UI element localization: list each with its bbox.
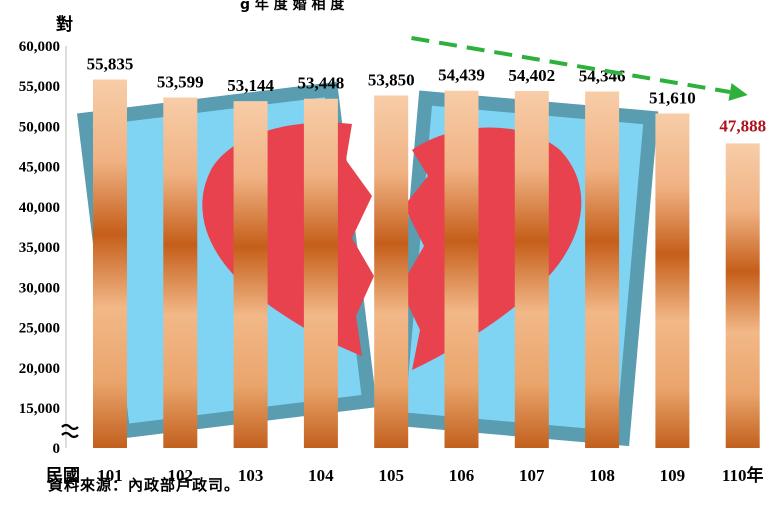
x-axis-prefix: 民國 (46, 466, 80, 486)
x-tick-label: 101 (97, 466, 123, 485)
y-tick-label: 55,000 (19, 79, 60, 95)
y-tick-label: 45,000 (19, 160, 60, 176)
y-tick-label: 30,000 (19, 280, 60, 296)
data-label: 54,402 (508, 66, 555, 85)
data-label: 53,144 (227, 76, 274, 95)
bar (93, 79, 127, 448)
bar (725, 143, 760, 448)
x-tick-label: 104 (308, 466, 334, 485)
x-tick-label: 108 (589, 466, 615, 485)
y-tick-label: 35,000 (19, 240, 60, 256)
bar (163, 97, 198, 448)
value-labels-group: 55,835 53,599 53,144 53,448 53,850 54,439 54,4… (87, 55, 766, 136)
trend-arrow-head (728, 83, 748, 101)
data-label: 53,599 (157, 72, 204, 91)
data-label: 55,835 (87, 55, 134, 74)
x-tick-label: 106 (449, 466, 475, 485)
x-tick-label: 107 (519, 466, 545, 485)
bar (303, 98, 338, 448)
y-tick-label: 40,000 (19, 200, 60, 216)
bar (655, 113, 690, 448)
bar (444, 90, 479, 448)
data-label: 53,850 (368, 70, 415, 89)
chart-title-cut: g 年 度 婚 相 度 (240, 0, 345, 13)
data-label: 51,610 (649, 88, 696, 107)
trend-arrow (411, 36, 748, 101)
y-tick-label: 25,000 (19, 321, 60, 337)
source-note: 資料來源：內政部戶政司。 (48, 476, 241, 494)
x-tick-label: 110年 (722, 465, 764, 485)
trend-arrow-line (411, 36, 731, 94)
y-tick-label: 0 (53, 441, 61, 457)
data-label: 54,439 (438, 66, 485, 85)
x-tick-label: 105 (378, 466, 404, 485)
data-label: 47,888 (719, 116, 766, 135)
y-tick-label: 60,000 (19, 39, 60, 55)
bar (374, 95, 409, 449)
x-axis-labels: 101 102 103 104 105 106 107 108 109 110年 民國 (46, 465, 763, 486)
data-label: 53,448 (298, 74, 345, 93)
axis-break-line (61, 423, 79, 431)
axis-break-line (61, 431, 79, 439)
bar (585, 91, 620, 449)
bars-group (93, 79, 760, 449)
x-tick-label: 109 (660, 466, 686, 485)
x-tick-label: 102 (168, 466, 194, 485)
y-axis: 0 15,000 20,000 25,000 30,000 35,000 40,000 45,… (19, 39, 79, 457)
y-tick-label: 15,000 (19, 401, 60, 417)
y-tick-label: 20,000 (19, 361, 60, 377)
bar (233, 101, 268, 448)
y-tick-label: 50,000 (19, 119, 60, 135)
axis-break-icon (61, 423, 79, 439)
unit-label: 對 (56, 15, 73, 35)
x-tick-label: 103 (238, 466, 264, 485)
bar (514, 91, 549, 448)
